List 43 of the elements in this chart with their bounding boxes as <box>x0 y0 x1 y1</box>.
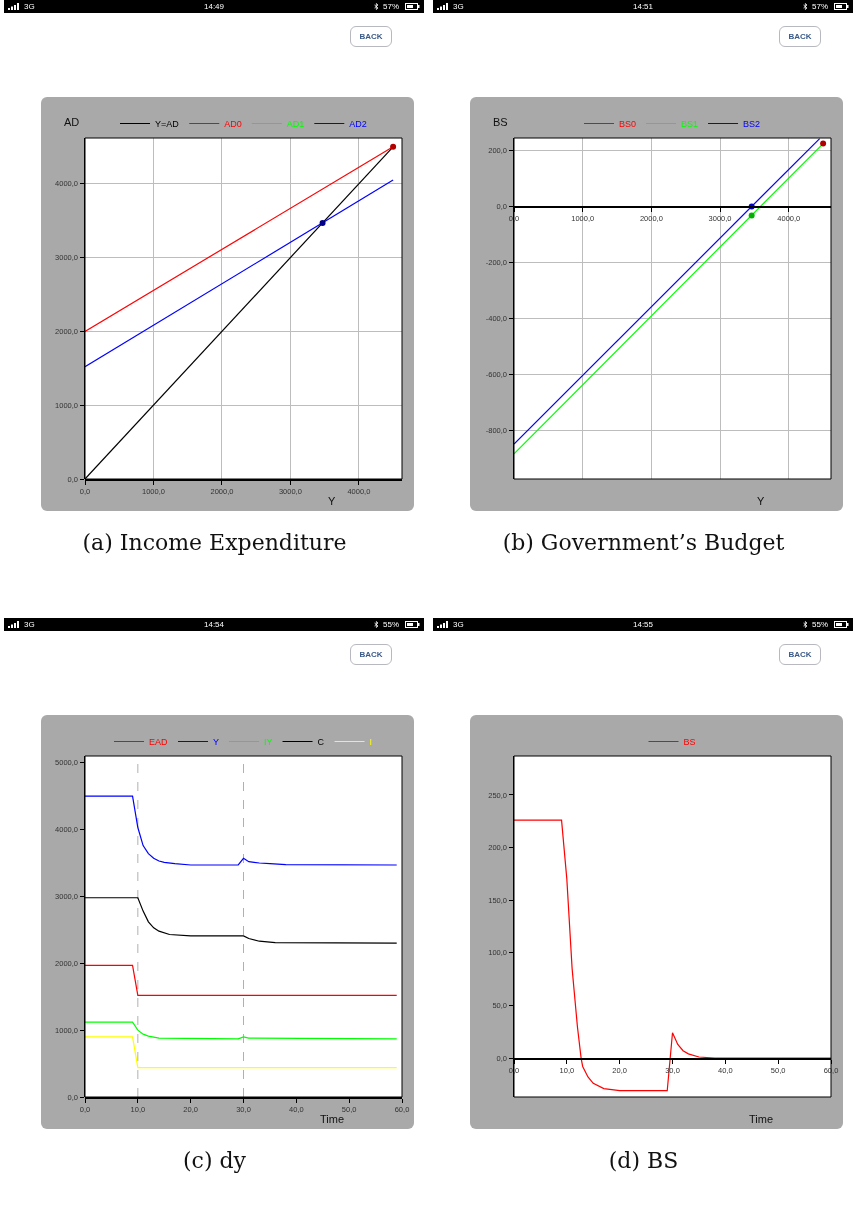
legend-label: BS <box>683 737 696 748</box>
line-series <box>85 795 398 866</box>
text: 3G <box>24 2 35 11</box>
x-axis-title: Y <box>328 495 336 507</box>
text: BACK <box>779 26 821 47</box>
text: 14:54 <box>203 620 225 629</box>
text: 3G <box>453 620 464 629</box>
point <box>748 212 755 219</box>
legend-label: AD0 <box>224 119 242 130</box>
text: 14:49 <box>203 2 225 11</box>
text: 14:51 <box>632 2 654 11</box>
legend-label: I <box>369 737 373 748</box>
line-series <box>85 1021 398 1040</box>
y-axis-title: BS <box>493 116 508 128</box>
text: (c) dy <box>182 1148 247 1173</box>
text: 14:55 <box>632 620 654 629</box>
text: 57% <box>812 2 829 11</box>
legend-label: BS1 <box>681 119 699 130</box>
text: 55% <box>383 620 400 629</box>
legend-label: EAD <box>149 737 169 748</box>
legend-label: IY <box>264 737 273 748</box>
text: (d) BS <box>607 1148 680 1173</box>
text: 55% <box>812 620 829 629</box>
legend-label: AD1 <box>286 119 305 130</box>
text: 3G <box>24 620 35 629</box>
text: (b) Government’s Budget <box>501 530 786 555</box>
text: 57% <box>383 2 400 11</box>
point <box>820 140 827 147</box>
text: 3G <box>453 2 464 11</box>
legend-label: Y=AD <box>155 119 180 130</box>
text: BACK <box>350 644 392 665</box>
legend-label: Y <box>213 737 220 748</box>
text: (a) Income Expenditure <box>81 530 348 555</box>
x-axis-title: Y <box>757 495 765 507</box>
y-axis-title: AD <box>64 116 80 128</box>
legend-label: AD2 <box>349 119 367 130</box>
x-axis-title: Time <box>749 1113 774 1125</box>
legend-label: C <box>317 737 325 748</box>
x-axis-title: Time <box>320 1113 345 1125</box>
legend-label: BS2 <box>743 119 761 130</box>
text: BACK <box>350 26 392 47</box>
text: BACK <box>779 644 821 665</box>
legend-label: BS0 <box>619 119 637 130</box>
